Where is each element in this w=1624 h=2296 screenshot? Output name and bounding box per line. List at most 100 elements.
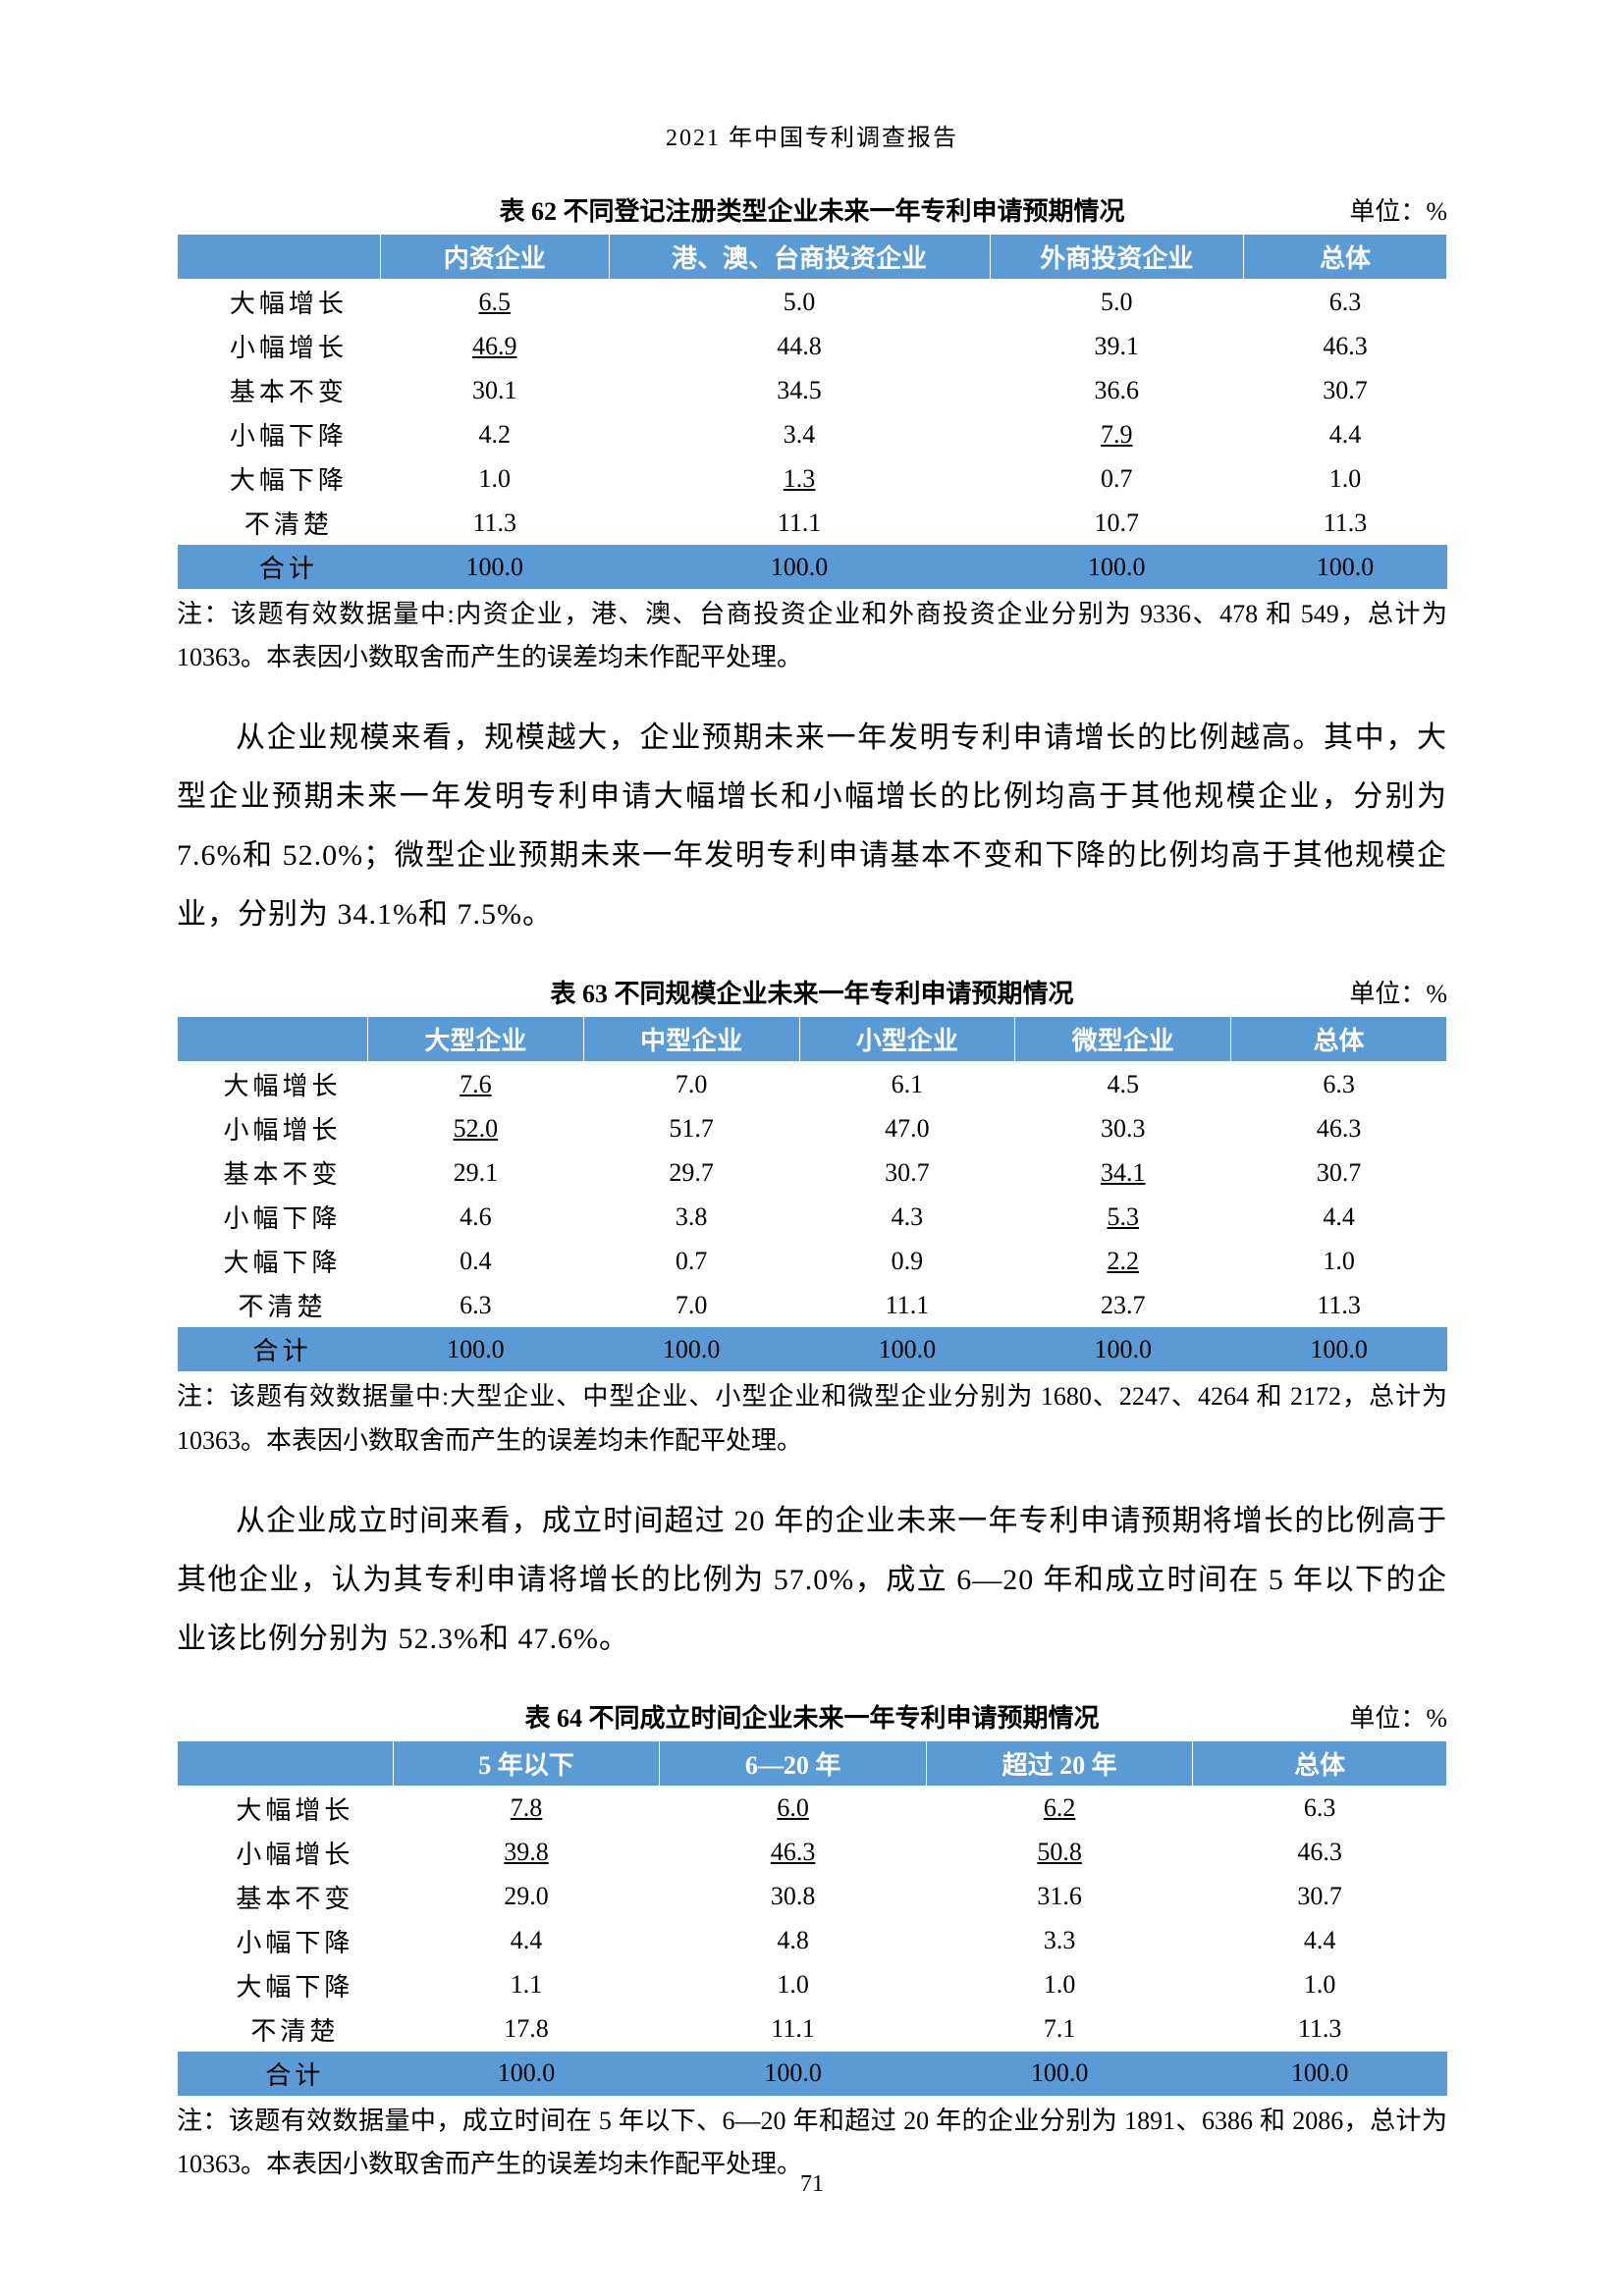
table64-title: 表 64 不同成立时间企业未来一年专利申请预期情况 xyxy=(525,1698,1100,1735)
table-header-cell xyxy=(178,1017,368,1062)
table-row: 大幅下降1.11.01.01.0 xyxy=(178,1963,1447,2007)
table-row: 大幅下降0.40.70.92.21.0 xyxy=(178,1239,1447,1283)
table-cell: 3.3 xyxy=(926,1919,1193,1963)
table-cell: 1.0 xyxy=(1231,1239,1447,1283)
table-cell: 39.8 xyxy=(393,1831,660,1875)
table62-unit: 单位：% xyxy=(1125,191,1448,228)
table62: 内资企业港、澳、台商投资企业外商投资企业总体大幅增长6.55.05.06.3小幅… xyxy=(177,234,1447,589)
table-cell: 4.5 xyxy=(1015,1062,1231,1107)
row-label: 不清楚 xyxy=(178,501,381,545)
table-cell: 36.6 xyxy=(990,368,1244,412)
table-cell: 100.0 xyxy=(1015,1327,1231,1371)
table-cell: 2.2 xyxy=(1015,1239,1231,1283)
table-cell: 11.3 xyxy=(1231,1283,1447,1327)
table-cell: 7.8 xyxy=(393,1786,660,1831)
table-cell: 47.0 xyxy=(799,1106,1015,1150)
table-cell: 50.8 xyxy=(926,1831,1193,1875)
table-header-cell: 微型企业 xyxy=(1015,1017,1231,1062)
table-cell: 4.4 xyxy=(1231,1195,1447,1239)
table-cell: 46.3 xyxy=(1231,1106,1447,1150)
table-cell: 29.0 xyxy=(393,1875,660,1919)
table64-title-row: 表 64 不同成立时间企业未来一年专利申请预期情况 单位：% xyxy=(177,1698,1447,1735)
table64-unit: 单位：% xyxy=(1100,1698,1448,1735)
table-cell: 1.3 xyxy=(609,456,990,501)
table-header-cell xyxy=(178,1740,394,1786)
table-cell: 11.1 xyxy=(799,1283,1015,1327)
table-total-row: 合计100.0100.0100.0100.0 xyxy=(178,2052,1447,2096)
table-cell: 100.0 xyxy=(660,2052,927,2096)
table-cell: 52.0 xyxy=(367,1106,583,1150)
table-row: 基本不变29.129.730.734.130.7 xyxy=(178,1150,1447,1195)
table-cell: 1.0 xyxy=(926,1963,1193,2007)
table-cell: 0.7 xyxy=(990,456,1244,501)
row-label: 基本不变 xyxy=(178,368,381,412)
row-label: 合计 xyxy=(178,1327,368,1371)
table-header-cell: 5 年以下 xyxy=(393,1740,660,1786)
table63-unit: 单位：% xyxy=(1074,974,1448,1010)
table-cell: 29.1 xyxy=(367,1150,583,1195)
table-cell: 7.1 xyxy=(926,2007,1193,2052)
table-row: 基本不变29.030.831.630.7 xyxy=(178,1875,1447,1919)
table-row: 小幅下降4.63.84.35.34.4 xyxy=(178,1195,1447,1239)
paragraph-1: 从企业规模来看，规模越大，企业预期未来一年发明专利申请增长的比例越高。其中，大型… xyxy=(177,709,1447,944)
table-total-row: 合计100.0100.0100.0100.0100.0 xyxy=(178,1327,1447,1371)
table-cell: 7.9 xyxy=(990,412,1244,456)
table-cell: 30.3 xyxy=(1015,1106,1231,1150)
table-cell: 30.8 xyxy=(660,1875,927,1919)
table-cell: 0.9 xyxy=(799,1239,1015,1283)
table-cell: 30.7 xyxy=(1231,1150,1447,1195)
table-cell: 100.0 xyxy=(367,1327,583,1371)
page-number: 71 xyxy=(0,2171,1624,2198)
table-cell: 34.5 xyxy=(609,368,990,412)
table-cell: 6.3 xyxy=(1244,280,1447,325)
table-cell: 6.5 xyxy=(380,280,609,325)
table-cell: 0.7 xyxy=(583,1239,799,1283)
table-cell: 39.1 xyxy=(990,324,1244,368)
table-header-cell xyxy=(178,235,381,280)
table-cell: 7.0 xyxy=(583,1283,799,1327)
table-cell: 29.7 xyxy=(583,1150,799,1195)
table-cell: 46.3 xyxy=(1244,324,1447,368)
table-header-cell: 内资企业 xyxy=(380,235,609,280)
row-label: 小幅下降 xyxy=(178,412,381,456)
table-row: 基本不变30.134.536.630.7 xyxy=(178,368,1447,412)
table63: 大型企业中型企业小型企业微型企业总体大幅增长7.67.06.14.56.3小幅增… xyxy=(177,1016,1447,1371)
table-cell: 11.3 xyxy=(1193,2007,1447,2052)
row-label: 不清楚 xyxy=(178,1283,368,1327)
table-header-cell: 总体 xyxy=(1231,1017,1447,1062)
table-cell: 4.3 xyxy=(799,1195,1015,1239)
table-cell: 1.0 xyxy=(1244,456,1447,501)
row-label: 大幅增长 xyxy=(178,1786,394,1831)
table63-title: 表 63 不同规模企业未来一年专利申请预期情况 xyxy=(551,974,1074,1010)
table63-note: 注：该题有效数据量中:大型企业、中型企业、小型企业和微型企业分别为 1680、2… xyxy=(177,1375,1447,1462)
table-row: 小幅下降4.23.47.94.4 xyxy=(178,412,1447,456)
row-label: 小幅增长 xyxy=(178,1831,394,1875)
table-cell: 11.3 xyxy=(380,501,609,545)
table-cell: 1.0 xyxy=(380,456,609,501)
table62-title-row: 表 62 不同登记注册类型企业未来一年专利申请预期情况 单位：% xyxy=(177,191,1447,228)
table-row: 小幅增长52.051.747.030.346.3 xyxy=(178,1106,1447,1150)
table-cell: 6.0 xyxy=(660,1786,927,1831)
table-header-cell: 总体 xyxy=(1244,235,1447,280)
table-cell: 6.2 xyxy=(926,1786,1193,1831)
table-cell: 30.1 xyxy=(380,368,609,412)
table-cell: 4.6 xyxy=(367,1195,583,1239)
row-label: 小幅增长 xyxy=(178,324,381,368)
table-cell: 1.1 xyxy=(393,1963,660,2007)
table-header-cell: 外商投资企业 xyxy=(990,235,1244,280)
table-cell: 3.8 xyxy=(583,1195,799,1239)
table-cell: 17.8 xyxy=(393,2007,660,2052)
table-cell: 6.3 xyxy=(367,1283,583,1327)
table-header-cell: 总体 xyxy=(1193,1740,1447,1786)
table-cell: 100.0 xyxy=(583,1327,799,1371)
table62-note: 注：该题有效数据量中:内资企业，港、澳、台商投资企业和外商投资企业分别为 933… xyxy=(177,593,1447,679)
table-row: 大幅增长6.55.05.06.3 xyxy=(178,280,1447,325)
table-row: 小幅下降4.44.83.34.4 xyxy=(178,1919,1447,1963)
table-cell: 100.0 xyxy=(393,2052,660,2096)
table62-title: 表 62 不同登记注册类型企业未来一年专利申请预期情况 xyxy=(500,191,1125,228)
row-label: 不清楚 xyxy=(178,2007,394,2052)
table-row: 小幅增长39.846.350.846.3 xyxy=(178,1831,1447,1875)
doc-header: 2021 年中国专利调查报告 xyxy=(177,118,1447,152)
table-cell: 31.6 xyxy=(926,1875,1193,1919)
table-total-row: 合计100.0100.0100.0100.0 xyxy=(178,545,1447,589)
